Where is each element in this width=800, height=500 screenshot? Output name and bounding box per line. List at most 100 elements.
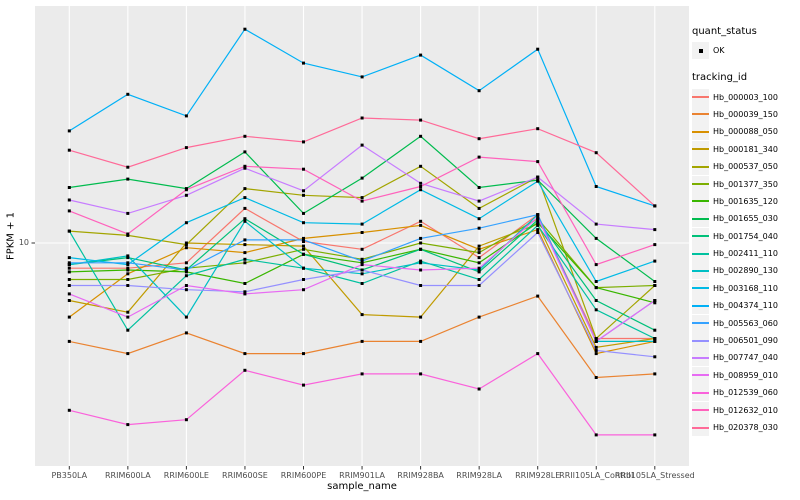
data-point [67, 148, 71, 152]
legend-swatch [692, 227, 709, 245]
series-color-line-icon [692, 183, 709, 186]
legend-item-Hb_006501_090: Hb_006501_090 [692, 332, 798, 350]
data-point [419, 259, 423, 263]
data-point [67, 186, 71, 189]
data-point [477, 278, 481, 281]
data-point [477, 186, 481, 189]
x-tick-label-RRII105LA_Stressed: RRII105LA_Stressed [614, 471, 695, 480]
data-point [419, 134, 423, 138]
data-point [536, 231, 540, 234]
legend-item-label: Hb_001635_120 [713, 196, 778, 206]
legend-item-label: Hb_004374_110 [713, 301, 778, 311]
data-point [184, 331, 188, 335]
legend-item-label: Hb_001754_040 [713, 231, 778, 241]
data-point [594, 352, 598, 356]
data-point [302, 352, 305, 356]
data-point [243, 257, 247, 261]
data-point [243, 251, 247, 255]
legend-swatch [692, 123, 709, 141]
legend-item-label: OK [713, 46, 725, 56]
data-point [419, 185, 423, 188]
legend-item-Hb_000039_150: Hb_000039_150 [692, 105, 798, 123]
legend-item-Hb_003168_110: Hb_003168_110 [692, 279, 798, 297]
legend-item-label: Hb_012632_010 [713, 405, 778, 415]
series-color-line-icon [692, 113, 709, 116]
y-axis-tick-label: 10 [18, 238, 29, 247]
data-point [126, 310, 130, 314]
data-point [594, 433, 598, 437]
data-point [302, 247, 305, 251]
data-point [536, 213, 540, 217]
legend-item-label: Hb_007747_040 [713, 353, 778, 363]
data-point [184, 266, 188, 270]
legend-item-label: Hb_001655_030 [713, 214, 778, 224]
legend-item-label: Hb_002890_130 [713, 266, 778, 276]
data-point [536, 47, 540, 51]
data-point [360, 75, 364, 79]
data-point [126, 284, 130, 287]
data-point [126, 266, 130, 270]
legend-swatch [692, 105, 709, 123]
data-point [419, 261, 423, 265]
series-color-line-icon [692, 269, 709, 272]
data-point [419, 223, 423, 227]
legend-swatch [692, 140, 709, 158]
x-tick-label-RRIM600SE: RRIM600SE [222, 471, 268, 480]
x-axis-title: sample_name [327, 481, 397, 492]
series-color-line-icon [692, 148, 709, 151]
data-point [360, 268, 364, 272]
legend-item-label: Hb_000181_340 [713, 144, 778, 154]
series-color-line-icon [692, 217, 709, 220]
data-point [594, 151, 598, 155]
data-point [67, 315, 71, 319]
data-point [360, 231, 364, 234]
data-point [243, 166, 247, 170]
data-point [184, 288, 188, 292]
data-point [184, 246, 188, 250]
data-point [184, 284, 188, 287]
legend-item-Hb_000181_340: Hb_000181_340 [692, 140, 798, 158]
data-point [243, 292, 247, 296]
data-point [126, 92, 130, 96]
data-point [477, 284, 481, 287]
data-point [184, 274, 188, 278]
legend-swatch [692, 210, 709, 228]
legend-item-label: Hb_020378_030 [713, 423, 778, 432]
legend-item-label: Hb_001377_350 [713, 179, 778, 189]
data-point [360, 143, 364, 147]
data-point [126, 232, 130, 236]
data-point [477, 315, 481, 319]
data-point [360, 261, 364, 265]
data-point [594, 349, 598, 352]
data-point [126, 328, 130, 332]
series-color-line-icon [692, 96, 709, 99]
data-point [243, 238, 247, 242]
data-point [243, 196, 247, 200]
series-color-line-icon [692, 374, 709, 377]
data-point [67, 278, 71, 281]
data-point [477, 256, 481, 260]
data-point [360, 257, 364, 261]
data-point [594, 299, 598, 302]
data-point [477, 266, 481, 270]
data-point [243, 282, 247, 285]
series-color-line-icon [692, 356, 709, 359]
series-color-line-icon [692, 304, 709, 307]
data-point [477, 226, 481, 230]
data-point [536, 218, 540, 222]
legend-item-Hb_007747_040: Hb_007747_040 [692, 349, 798, 367]
data-point [126, 254, 130, 258]
data-point [126, 263, 130, 267]
data-point [126, 268, 130, 272]
data-point [653, 339, 657, 343]
data-point [536, 127, 540, 131]
data-point [594, 345, 598, 349]
data-point [360, 263, 364, 267]
data-point [360, 196, 364, 200]
data-point [67, 256, 71, 260]
legend-swatch [692, 419, 709, 436]
data-point [184, 243, 188, 247]
legend-item-Hb_001754_040: Hb_001754_040 [692, 227, 798, 245]
